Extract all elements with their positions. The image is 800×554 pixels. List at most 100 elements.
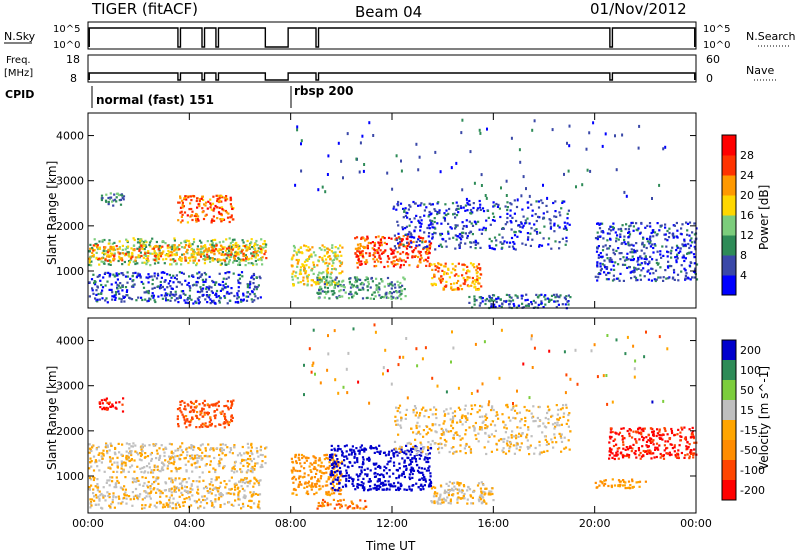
freq-label: Freq.: [6, 55, 31, 66]
power-cell-2993: [648, 222, 652, 225]
power-cell-1128: [252, 282, 255, 285]
power-cell-2147: [521, 242, 524, 245]
power-cell-2464: [526, 238, 530, 241]
velocity-cell-723: [163, 505, 167, 508]
velocity-cell-750: [209, 490, 212, 493]
velocity-cell-1399: [357, 478, 360, 481]
power-cell-352: [192, 238, 196, 241]
velocity-cell-577: [199, 413, 202, 416]
power-cell-2092: [436, 212, 439, 216]
velocity-cell-1207: [290, 469, 293, 472]
velocity-cell-344: [255, 447, 258, 450]
velocity-cell-643: [131, 491, 134, 494]
velocity-cell-1591: [354, 488, 357, 491]
power-cell-1961: [433, 263, 436, 266]
power-cell-540: [254, 247, 257, 250]
velocity-cell-1753: [458, 482, 461, 485]
velocity-cell-536: [200, 412, 203, 415]
power-cell-2901: [612, 251, 615, 254]
power-cell-1054: [129, 277, 132, 280]
velocity-cell-1584: [390, 449, 394, 452]
power-cell-2569: [547, 300, 551, 303]
power-cell-1236: [122, 296, 125, 299]
power-cell-1840: [358, 263, 361, 266]
velocity-cell-909: [111, 498, 114, 501]
velocity-cell-1744: [476, 484, 480, 487]
power-cell-900: [238, 273, 242, 277]
velocity-cell-983: [144, 476, 147, 479]
power-cell-607: [171, 251, 174, 254]
power-cell-1676: [394, 286, 397, 289]
velocity-cell-885: [253, 477, 256, 480]
power-cell-944: [91, 289, 94, 292]
power-cell-318: [181, 246, 184, 249]
velocity-cell-1359: [387, 460, 390, 463]
power-cell-1212: [92, 292, 95, 295]
velocity-cell-616: [125, 494, 128, 497]
power-cell-1655: [366, 285, 369, 288]
velocity-cell-528: [176, 408, 180, 411]
velocity-cell-957: [168, 489, 171, 493]
velocity-cell-300: [198, 455, 201, 458]
power-cell-2605: [654, 269, 658, 272]
velocity-cell-878: [136, 479, 139, 482]
power-cell-1496: [354, 285, 357, 288]
velocity-cell-786: [123, 485, 126, 488]
velocity-cell-328: [246, 465, 249, 468]
power-cell-1704: [365, 252, 368, 255]
power-cell-2260: [564, 243, 567, 246]
power-cell-248: [98, 240, 101, 243]
velocity-cell-70: [203, 455, 206, 458]
power-cell-1452: [334, 253, 337, 256]
velocity-cell-944: [247, 481, 250, 484]
power-cell-407: [251, 246, 254, 249]
power-cell-2676: [603, 259, 606, 262]
power-cell-414: [94, 244, 97, 247]
power-cell-123: [138, 241, 141, 244]
velocity-cell-637: [238, 498, 241, 501]
velocity-cell-65: [238, 452, 241, 455]
power-cell-1274: [152, 294, 155, 297]
power-cell-2351: [563, 200, 566, 203]
velocity-cell-323: [160, 444, 163, 447]
power-cell-661: [185, 250, 188, 254]
power-cell-459: [158, 252, 161, 255]
velocity-cell-1180: [308, 465, 311, 468]
power-noise-3: [621, 133, 624, 137]
velocity-cell-516: [200, 409, 204, 412]
velocity-cell-1365: [429, 475, 432, 478]
velocity-cell-714: [253, 502, 256, 505]
power-noise-81: [533, 119, 536, 123]
velocity-cell-1499: [350, 453, 353, 456]
power-cell-2974: [683, 238, 686, 241]
velocity-cell-316: [125, 450, 128, 453]
power-cell-995: [218, 272, 221, 275]
power-cell-2640: [659, 276, 662, 279]
power-cell-878: [207, 288, 211, 291]
velocity-cell-1153: [306, 490, 309, 493]
power-noise-74: [486, 127, 488, 131]
power-cell-2266: [518, 224, 521, 227]
power-cell-2879: [631, 255, 634, 258]
power-cell-941: [197, 302, 200, 305]
power-cell-0: [204, 256, 207, 259]
power-cell-499: [157, 255, 160, 258]
power-cell-2414: [461, 234, 464, 237]
power-cell-2543: [493, 303, 496, 306]
power-cell-1275: [120, 298, 123, 301]
power-cell-1118: [106, 301, 109, 304]
power-cell-2777: [632, 251, 635, 254]
power-cell-1487: [318, 281, 321, 284]
power-noise-33: [300, 142, 302, 146]
velocity-cell-1172: [292, 466, 295, 469]
power-noise-71: [638, 124, 641, 128]
power-cell-1791: [402, 235, 405, 238]
power-cell-678: [218, 258, 221, 261]
power-cell-2223: [458, 236, 461, 239]
velocity-cell-672: [190, 504, 193, 507]
power-cell-1179: [163, 280, 166, 283]
power-cell-1438: [306, 283, 309, 286]
power-cell-1171: [199, 286, 202, 289]
velocity-cell-1604: [343, 475, 346, 478]
power-cell-2794: [675, 259, 678, 262]
